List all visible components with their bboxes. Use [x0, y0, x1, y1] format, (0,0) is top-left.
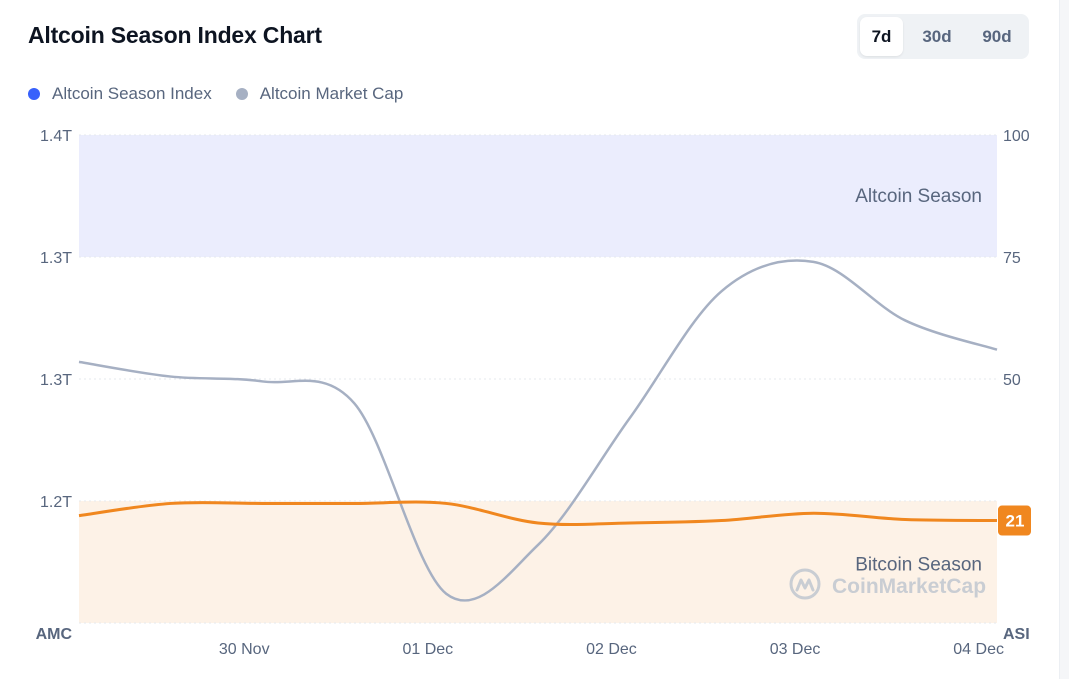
watermark-text: CoinMarketCap: [832, 575, 986, 598]
legend-label-asi: Altcoin Season Index: [52, 84, 212, 103]
coinmarketcap-watermark: CoinMarketCap: [789, 568, 986, 600]
x-axis: 30 Nov 01 Dec 02 Dec 03 Dec 04 Dec: [219, 641, 1004, 658]
right-tick-label: 100: [1003, 128, 1030, 145]
legend-item-amc[interactable]: Altcoin Market Cap: [235, 84, 404, 104]
chart-title: Altcoin Season Index Chart: [28, 22, 322, 48]
right-axis-title: ASI: [1003, 626, 1030, 643]
range-7d-button[interactable]: 7d: [860, 17, 903, 56]
legend-item-asi[interactable]: Altcoin Season Index: [28, 84, 212, 104]
series-line-altcoin-season-index[interactable]: [78, 500, 998, 526]
legend-dot-amc: [235, 88, 248, 100]
page-edge: [1059, 0, 1069, 679]
left-tick-label: 1.2T: [40, 494, 72, 511]
left-tick-label: 1.3T: [40, 372, 72, 389]
right-axis: 100 75 50 ASI: [1003, 128, 1030, 643]
x-tick-label: 30 Nov: [219, 641, 270, 658]
zone-bitcoin-season: [79, 501, 997, 623]
current-value-badge: 21: [998, 505, 1031, 536]
left-tick-label: 1.4T: [40, 128, 72, 145]
zone-label-altcoin-season: Altcoin Season: [855, 186, 982, 207]
current-value-label: 21: [1006, 512, 1025, 531]
x-tick-label: 04 Dec: [953, 641, 1004, 658]
range-90d-button[interactable]: 90d: [982, 27, 1012, 46]
zone-altcoin-season: [79, 135, 997, 257]
left-axis-title: AMC: [36, 626, 73, 643]
x-tick-label: 02 Dec: [586, 641, 637, 658]
x-tick-label: 03 Dec: [770, 641, 821, 658]
right-tick-label: 50: [1003, 372, 1021, 389]
series-line-altcoin-market-cap[interactable]: [78, 259, 998, 602]
left-tick-label: 1.3T: [40, 250, 72, 267]
left-axis: 1.4T 1.3T 1.3T 1.2T AMC: [36, 128, 73, 643]
legend: Altcoin Season Index Altcoin Market Cap: [28, 84, 427, 104]
range-30d-button[interactable]: 30d: [922, 27, 952, 46]
coinmarketcap-logo-icon: [789, 568, 821, 600]
gridlines: [79, 134, 997, 624]
zone-label-bitcoin-season: Bitcoin Season: [855, 554, 982, 575]
x-tick-label: 01 Dec: [402, 641, 453, 658]
right-tick-label: 75: [1003, 250, 1021, 267]
legend-dot-asi: [28, 88, 40, 100]
legend-label-amc: Altcoin Market Cap: [259, 84, 404, 103]
season-zones: [79, 135, 997, 623]
range-toggle: 7d 30d 90d: [857, 14, 1029, 59]
